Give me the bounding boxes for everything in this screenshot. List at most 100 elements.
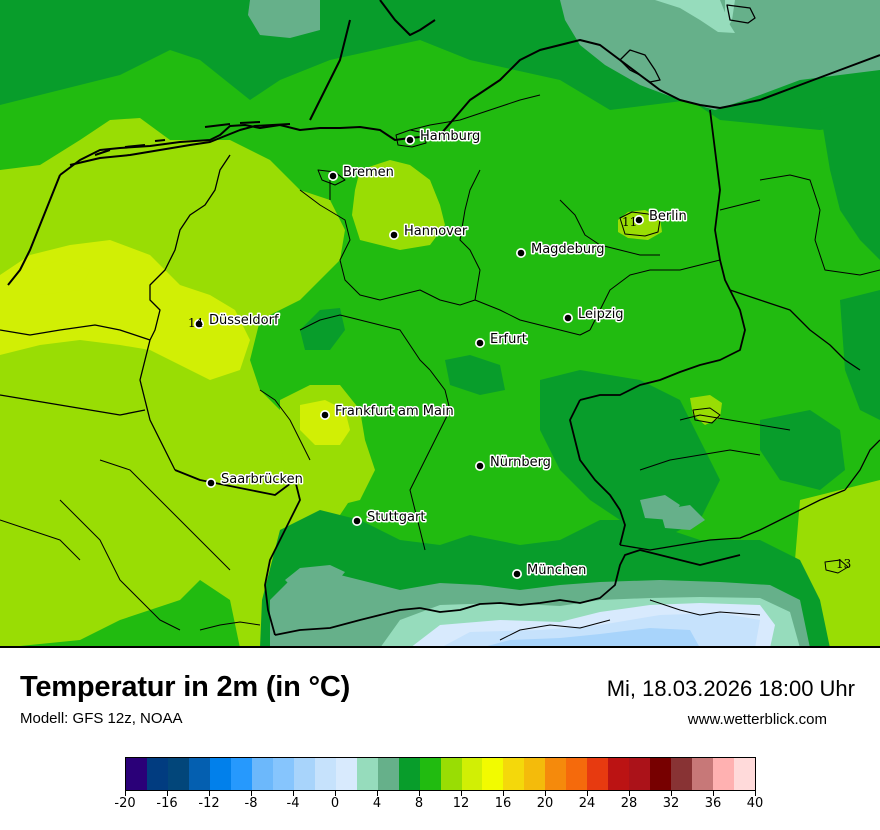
- colorbar-bin: [188, 758, 210, 790]
- city-label: Nürnberg: [490, 455, 551, 470]
- city-label: Frankfurt am Main: [335, 404, 454, 419]
- colorbar-bin: [734, 758, 756, 790]
- colorbar-bin: [671, 758, 693, 790]
- city-marker: Erfurt: [475, 331, 528, 349]
- colorbar-tick-label: 24: [578, 796, 596, 811]
- colorbar-bin: [503, 758, 525, 790]
- colorbar-tick: [461, 791, 462, 796]
- contour-10-12-hannover: [352, 160, 445, 250]
- city-dot: [195, 320, 203, 328]
- city-label: Berlin: [649, 209, 687, 224]
- colorbar-tick-label: 8: [414, 796, 424, 811]
- colorbar-bin: [629, 758, 651, 790]
- contour-4-6-czech-w: [660, 505, 705, 530]
- colorbar-bin: [419, 758, 441, 790]
- city-marker: Magdeburg: [516, 241, 606, 259]
- colorbar-tick: [629, 791, 630, 796]
- city-dot: [476, 339, 484, 347]
- city-dot: [353, 517, 361, 525]
- contour-labels: 11 14 13: [188, 215, 851, 571]
- city-label: Leipzig: [578, 307, 624, 322]
- colorbar-bin: [524, 758, 546, 790]
- colorbar-bin: [167, 758, 189, 790]
- colorbar-tick-label: -8: [244, 796, 258, 811]
- colorbar-bin: [608, 758, 630, 790]
- city-marker: Frankfurt am Main: [320, 403, 455, 421]
- colorbar-tick-label: 12: [452, 796, 470, 811]
- city-dot: [476, 462, 484, 470]
- contour-6-8-thuringia: [445, 355, 505, 395]
- contour-12-14-frankfurt: [300, 400, 350, 445]
- city-marker: Leipzig: [563, 306, 625, 324]
- colorbar-bin: [230, 758, 252, 790]
- contour-4-6-northsea-patch: [248, 0, 320, 38]
- colorbar-bin: [545, 758, 567, 790]
- city-marker: Saarbrücken: [206, 471, 304, 489]
- colorbar-tick: [293, 791, 294, 796]
- colorbar-bin: [251, 758, 273, 790]
- city-label: Hannover: [404, 224, 468, 239]
- city-marker: Bremen: [328, 164, 395, 182]
- city-label: Erfurt: [490, 332, 527, 347]
- city-marker: Düsseldorf: [194, 312, 280, 330]
- forecast-datetime: Mi, 18.03.2026 18:00 Uhr: [606, 676, 855, 701]
- temperature-map: Hamburg Bremen Hannover Berlin Magdeburg Leip…: [0, 0, 880, 648]
- colorbar-bin: [209, 758, 231, 790]
- chart-title: Temperatur in 2m (in °C): [20, 671, 351, 703]
- contour-4-6-baltic: [560, 0, 880, 110]
- colorbar-bin: [692, 758, 714, 790]
- colorbar-tick: [545, 791, 546, 796]
- website-link[interactable]: www.wetterblick.com: [687, 711, 827, 728]
- city-marker: Nürnberg: [475, 454, 552, 472]
- city-dot: [321, 411, 329, 419]
- colorbar-bin: [650, 758, 672, 790]
- city-dot: [517, 249, 525, 257]
- contour-4-6-black-forest: [285, 565, 345, 595]
- city-label: Hamburg: [420, 129, 480, 144]
- model-info: Modell: GFS 12z, NOAA: [20, 710, 183, 727]
- colorbar-tick-label: 28: [620, 796, 638, 811]
- colorbar-tick-label: -16: [156, 796, 178, 811]
- contour-value-label: 11: [622, 215, 637, 229]
- colorbar-bin: [398, 758, 420, 790]
- colorbar-bin: [377, 758, 399, 790]
- colorbar-tick-label: -12: [198, 796, 220, 811]
- contour-m4-m2-alps: [487, 628, 699, 646]
- city-dot: [635, 216, 643, 224]
- contour-6-8-east-edge: [840, 290, 880, 420]
- colorbar-tick-label: 32: [662, 796, 680, 811]
- colorbar-tick: [419, 791, 420, 796]
- map-canvas: Hamburg Bremen Hannover Berlin Magdeburg Leip…: [0, 0, 880, 646]
- colorbar-bin: [482, 758, 504, 790]
- colorbar-tick-label: -20: [114, 796, 136, 811]
- colorbar-bin: [335, 758, 357, 790]
- colorbar-tick: [713, 791, 714, 796]
- colorbar-tick-label: 36: [704, 796, 722, 811]
- colorbar-tick: [167, 791, 168, 796]
- city-label: Magdeburg: [531, 242, 605, 257]
- city-label: Düsseldorf: [209, 313, 279, 328]
- colorbar-bin: [587, 758, 609, 790]
- city-label: München: [527, 563, 586, 578]
- city-dot: [564, 314, 572, 322]
- colorbar-tick: [125, 791, 126, 796]
- colorbar-bin: [293, 758, 315, 790]
- city-markers: Hamburg Bremen Hannover Berlin Magdeburg Leip…: [194, 128, 688, 580]
- colorbar-tick-label: -4: [286, 796, 300, 811]
- colorbar-tick-label: 16: [494, 796, 512, 811]
- colorbar-tick-label: 20: [536, 796, 554, 811]
- contour-12-14-netherlands-n: [30, 260, 90, 295]
- colorbar-bin: [146, 758, 168, 790]
- city-dot: [406, 136, 414, 144]
- colorbar-tick: [377, 791, 378, 796]
- city-label: Saarbrücken: [221, 472, 303, 487]
- city-marker: Berlin: [634, 208, 688, 226]
- city-dot: [513, 570, 521, 578]
- colorbar-tick-label: 40: [746, 796, 764, 811]
- colorbar-tick: [671, 791, 672, 796]
- city-label: Stuttgart: [367, 510, 425, 525]
- contour-value-label: 14: [188, 316, 204, 330]
- boundary-lines: [0, 0, 880, 641]
- colorbar-tick: [335, 791, 336, 796]
- city-dot: [329, 172, 337, 180]
